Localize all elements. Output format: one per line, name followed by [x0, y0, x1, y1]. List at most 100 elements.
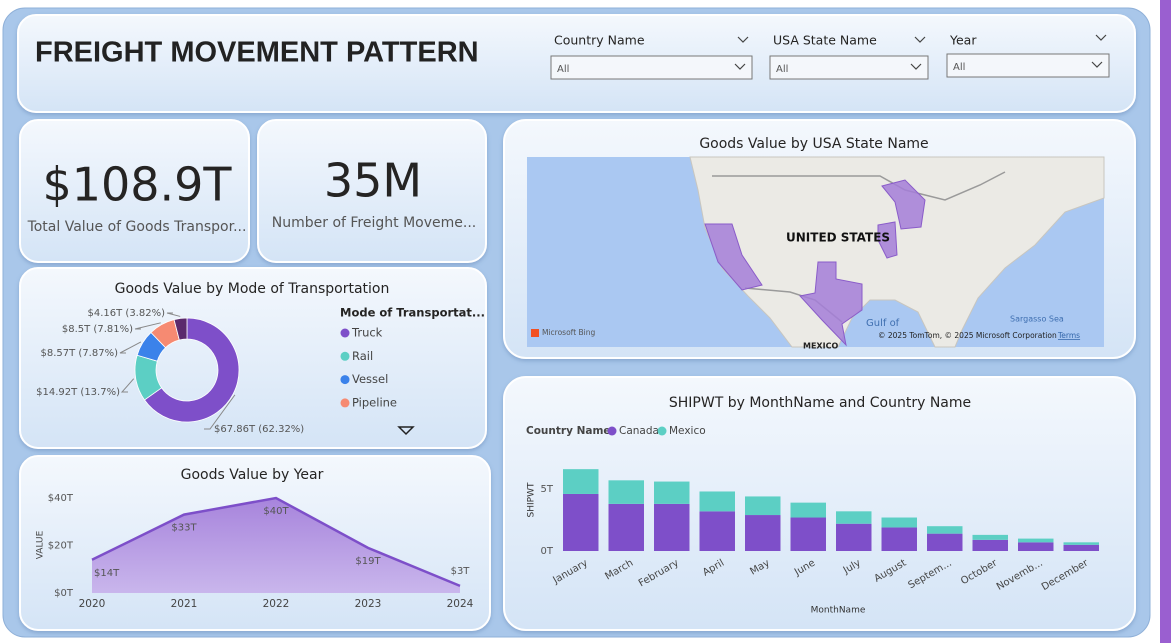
leader-line [166, 312, 181, 317]
bar [654, 481, 690, 504]
map-place: Sargasso Sea [1010, 315, 1064, 324]
bar [745, 496, 781, 516]
data-label: $40T [263, 506, 289, 517]
chevron [914, 36, 926, 43]
y-tick-label: $40T [48, 493, 74, 504]
border [712, 171, 1006, 201]
legend-label: Truck [351, 326, 383, 340]
kpi-value: 35M [324, 154, 422, 208]
bar [1063, 542, 1099, 545]
map-attribution: © 2025 TomTom, © 2025 Microsoft Corporat… [878, 331, 1057, 340]
y-tick-label: 0T [541, 546, 554, 557]
bar [745, 515, 781, 551]
leader-line [204, 394, 236, 430]
state-illinois[interactable] [877, 221, 898, 259]
kpi-card [19, 119, 250, 263]
bar [1063, 544, 1099, 551]
legend-scroll[interactable] [397, 426, 415, 436]
line [91, 496, 461, 588]
map-place: MEXICO [803, 342, 838, 351]
map-terms[interactable]: Terms [1057, 331, 1080, 340]
data-label: $8.5T (7.81%) [62, 324, 133, 335]
chart-title: SHIPWT by MonthName and Country Name [669, 395, 971, 411]
legend-title: Country Name [526, 425, 611, 437]
donut-card [19, 267, 487, 449]
x-tick-label: 2022 [263, 598, 290, 610]
filter-country[interactable]: Country Name All [550, 33, 753, 80]
filter-value: All [557, 64, 569, 75]
bar [699, 511, 735, 551]
legend-title: Mode of Transportat... [340, 306, 485, 320]
y-tick-label: 5T [541, 484, 554, 495]
data-label: $33T [171, 523, 197, 534]
x-axis-label: MonthName [811, 606, 866, 616]
bar [608, 480, 644, 504]
bar [972, 539, 1008, 551]
filter-label: Country Name [554, 33, 645, 48]
donut-slice [173, 317, 188, 341]
y-axis-label: VALUE [36, 530, 46, 559]
leader-line [134, 322, 161, 330]
legend-label: Vessel [352, 372, 388, 386]
dropdown[interactable] [550, 55, 753, 80]
chevron [734, 63, 746, 70]
chart-title: Goods Value by Year [181, 467, 324, 483]
bar [563, 469, 599, 494]
map-country-label: UNITED STATES [786, 231, 890, 245]
state-texas[interactable] [799, 261, 863, 347]
kpi-label: Number of Freight Moveme... [272, 215, 476, 231]
filter-label: Year [949, 33, 977, 48]
map-place: Gulf of [866, 318, 900, 329]
bar [608, 503, 644, 551]
chevron [737, 36, 749, 43]
chevron [1091, 61, 1103, 68]
data-label: $4.16T (3.82%) [88, 308, 166, 319]
x-tick-label: 2023 [355, 598, 382, 610]
bar [881, 527, 917, 551]
bar [790, 502, 826, 518]
data-label: $19T [355, 556, 381, 567]
leader-line [120, 378, 135, 393]
bar [836, 511, 872, 524]
donut-slice [143, 317, 240, 423]
kpi-card [257, 119, 487, 263]
state-california[interactable] [704, 223, 763, 291]
bar [927, 533, 963, 551]
bar [1018, 542, 1054, 551]
bar [972, 534, 1008, 540]
bar [927, 526, 963, 534]
state-michigan[interactable] [881, 179, 926, 230]
bar [563, 493, 599, 551]
filter-state[interactable]: USA State Name All [769, 33, 929, 80]
chart-title: Goods Value by Mode of Transportation [115, 281, 390, 297]
area [92, 498, 460, 593]
filter-year[interactable]: Year All [946, 33, 1110, 78]
kpi-label: Total Value of Goods Transpor... [27, 219, 247, 235]
x-tick-label: 2024 [447, 598, 474, 610]
filter-value: All [776, 64, 788, 75]
bar [790, 517, 826, 551]
map[interactable]: UNITED STATES Gulf of Sargasso Sea MEXIC… [527, 156, 1105, 351]
data-label: $8.57T (7.87%) [41, 348, 119, 359]
bar [836, 523, 872, 551]
bing-logo [531, 329, 539, 337]
y-tick-label: $0T [54, 588, 74, 599]
legend-label: Pipeline [352, 395, 397, 409]
legend-marker [340, 375, 350, 385]
legend-label: Canada [619, 425, 659, 437]
legend-marker [340, 328, 350, 338]
filter-value: All [953, 62, 965, 73]
legend-label: Mexico [669, 425, 706, 437]
legend-marker [340, 351, 350, 361]
side-strip [1160, 0, 1171, 643]
bar [1018, 538, 1054, 543]
dropdown[interactable] [769, 55, 929, 80]
legend-marker [340, 398, 350, 408]
kpi-value: $108.9T [42, 158, 232, 212]
dropdown[interactable] [946, 53, 1110, 78]
page-title: FREIGHT MOVEMENT PATTERN [35, 37, 479, 69]
legend-label: Rail [352, 349, 373, 363]
chevron [1095, 34, 1107, 41]
legend-marker [657, 426, 667, 436]
